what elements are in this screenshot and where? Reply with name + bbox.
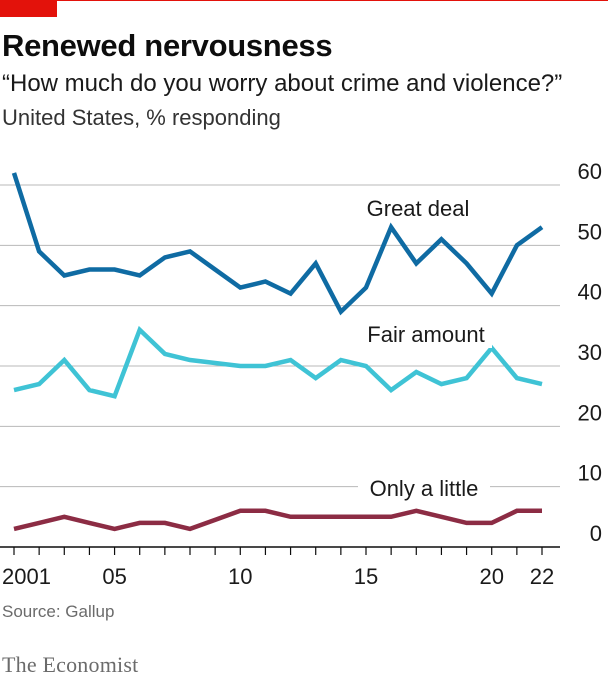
- y-tick-label: 40: [578, 280, 602, 305]
- x-tick-label: 2001: [2, 564, 51, 589]
- y-axis-ticks: 0 10 20 30 40 50 60: [578, 159, 602, 546]
- series-labels: Great deal Fair amount Only a little: [352, 194, 492, 502]
- line-chart: 0 10 20 30 40 50 60 2001 05 10 15 20 22 Great deal F…: [0, 159, 602, 589]
- y-tick-label: 50: [578, 219, 602, 244]
- y-tick-label: 0: [590, 521, 602, 546]
- label-great-deal: Great deal: [367, 196, 470, 221]
- brand-red-tag: [0, 0, 57, 17]
- y-tick-label: 10: [578, 461, 602, 486]
- fair-amount-line: [13, 325, 543, 399]
- chart-subtitle: “How much do you worry about crime and v…: [2, 70, 563, 97]
- x-tick-label: 10: [228, 564, 252, 589]
- y-tick-label: 20: [578, 400, 602, 425]
- source-note: Source: Gallup: [2, 602, 115, 621]
- label-only-a-little: Only a little: [370, 476, 479, 501]
- y-tick-label: 60: [578, 159, 602, 184]
- great-deal-line: [11, 172, 544, 316]
- x-tick-label: 20: [479, 564, 503, 589]
- label-background: [352, 194, 484, 222]
- label-background: [358, 474, 490, 502]
- x-tick-label: 05: [102, 564, 126, 589]
- y-tick-label: 30: [578, 340, 602, 365]
- top-accent-rule: [0, 0, 608, 1]
- unit-label: United States, % responding: [2, 105, 281, 130]
- x-tick-label: 15: [354, 564, 378, 589]
- series-lines: [11, 172, 544, 532]
- label-fair-amount: Fair amount: [367, 322, 484, 347]
- x-axis: 2001 05 10 15 20 22: [0, 546, 560, 589]
- label-background: [360, 320, 492, 348]
- only-a-little-line: [13, 508, 542, 532]
- x-tick-label: 22: [530, 564, 554, 589]
- brand-logo: The Economist: [2, 652, 139, 677]
- chart-title: Renewed nervousness: [2, 28, 333, 63]
